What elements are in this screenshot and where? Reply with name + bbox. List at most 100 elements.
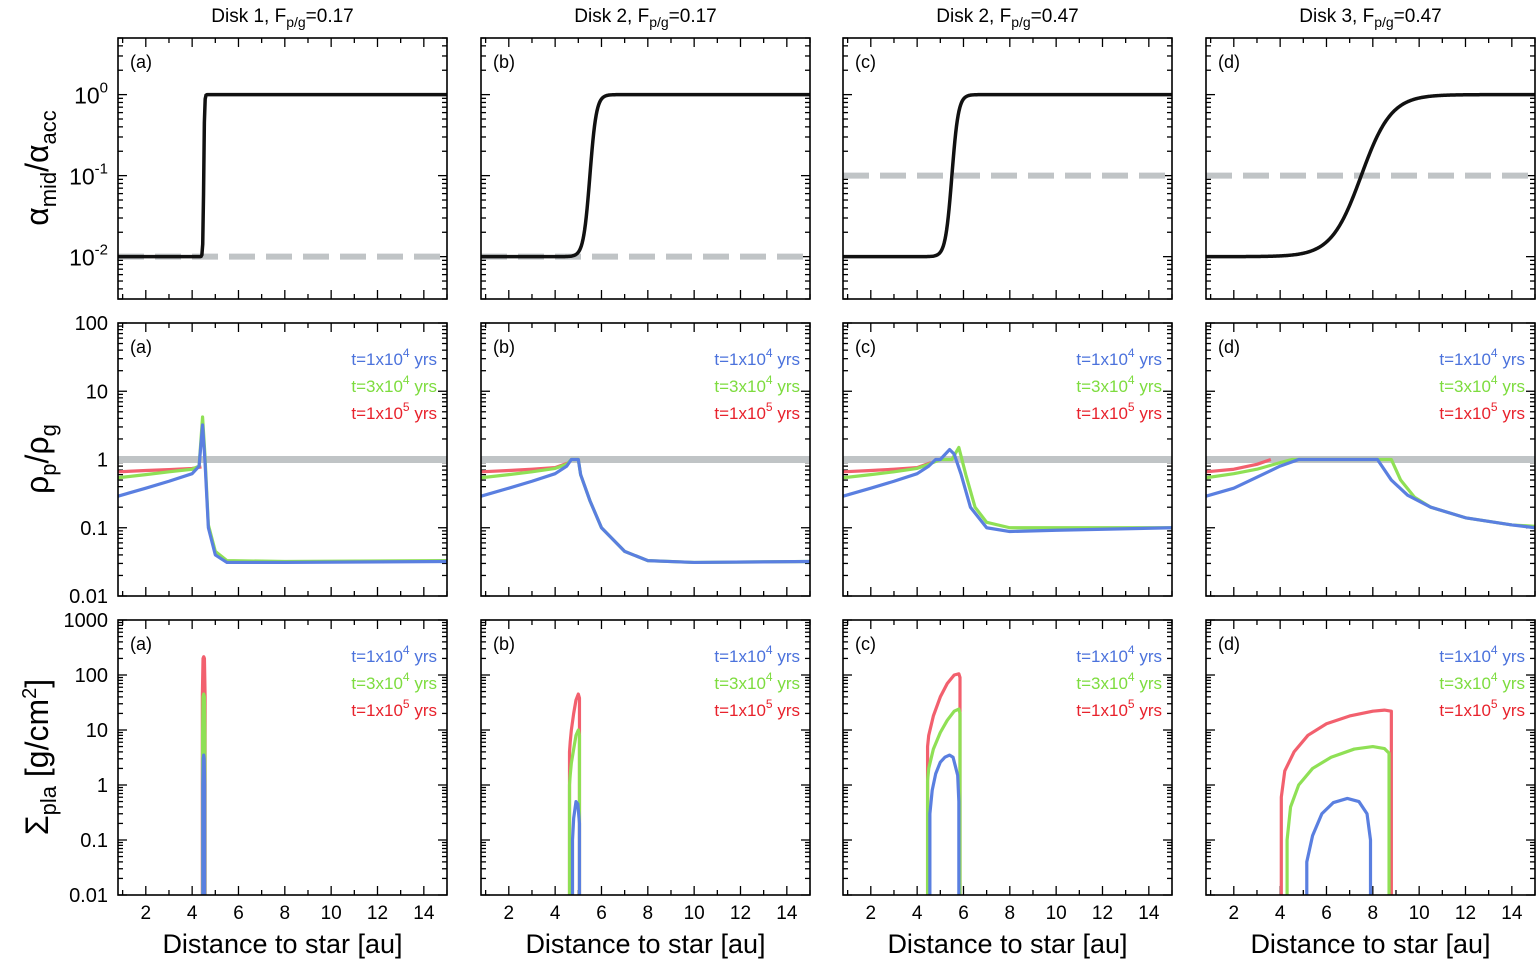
legend-entry: t=3x104 yrs (1076, 670, 1162, 693)
series-t-1x10-4-yrs (201, 753, 207, 895)
x-tick-label: 2 (141, 903, 152, 924)
x-tick-label: 4 (550, 903, 561, 924)
x-tick-label: 14 (1501, 903, 1523, 924)
panel-row3-col2: 2 4 6 8 10 12 14 Distance to star [au] (b) t=1x10… (480, 619, 811, 959)
panel-row3-col4: 2 4 6 8 10 12 14 Distance to star [au] (d) t=1x10… (1205, 619, 1536, 959)
legend-entry: t=1x105 yrs (351, 400, 437, 423)
series-t-3x10-4-yrs (118, 415, 447, 564)
x-tick-label: 12 (730, 903, 751, 924)
x-tick-label: 8 (280, 903, 291, 924)
legend-entry: t=1x105 yrs (714, 400, 800, 423)
x-tick-label: 4 (187, 903, 198, 924)
series-t-1x10-4-yrs (118, 423, 447, 565)
y-tick-label: 0.01 (69, 586, 108, 608)
x-tick-label: 14 (413, 903, 435, 924)
x-tick-label: 6 (1321, 903, 1332, 924)
series-t-3x10-4-yrs (1206, 457, 1535, 528)
column-title: Disk 2, Fp/g=0.17 (574, 6, 717, 30)
x-tick-label: 4 (1275, 903, 1286, 924)
x-tick-label: 8 (1368, 903, 1379, 924)
x-tick-label: 4 (912, 903, 923, 924)
y-tick-label: 10-2 (69, 242, 108, 271)
y-tick-label: 0.1 (80, 830, 108, 852)
legend-entry: t=3x104 yrs (351, 373, 437, 396)
plot-frame (117, 37, 448, 300)
series-t-1x10-5-yrs (567, 692, 582, 895)
panel-letter: (d) (1218, 337, 1240, 357)
legend-entry: t=1x105 yrs (1439, 697, 1525, 720)
x-tick-label: 14 (1138, 903, 1160, 924)
legend-entry: t=1x105 yrs (714, 697, 800, 720)
legend-entry: t=3x104 yrs (1076, 373, 1162, 396)
x-tick-label: 12 (1455, 903, 1476, 924)
row1-ylabel: αmid/αacc (19, 110, 61, 226)
legend-entry: t=3x104 yrs (714, 373, 800, 396)
x-tick-label: 12 (1092, 903, 1113, 924)
x-tick-label: 14 (776, 903, 798, 924)
x-tick-label: 6 (958, 903, 969, 924)
legend-entry: t=1x105 yrs (1076, 697, 1162, 720)
plot-frame (117, 619, 448, 896)
legend-entry: t=1x104 yrs (1439, 346, 1525, 369)
plot-frame (1205, 619, 1536, 896)
x-tick-label: 12 (367, 903, 388, 924)
x-tick-label: 10 (321, 903, 342, 924)
y-tick-label: 10 (86, 381, 108, 403)
legend-entry: t=3x104 yrs (714, 670, 800, 693)
panel-row1-col3: (c) (842, 37, 1173, 300)
y-tick-label: 100 (75, 313, 108, 335)
series-t-1x10-4-yrs (570, 799, 582, 895)
y-tick-label: 10-1 (69, 161, 108, 190)
panel-row2-col2: (b) t=1x104 yrs t=3x104 yrs t=1x105 yrs (480, 322, 811, 597)
panel-letter: (c) (855, 337, 876, 357)
panel-letter: (a) (130, 52, 152, 72)
panel-row2-col3: (c) t=1x104 yrs t=3x104 yrs t=1x105 yrs (842, 322, 1173, 597)
x-axis-label: Distance to star [au] (162, 929, 402, 959)
alpha-ratio-curve (843, 92, 1172, 259)
x-axis-label: Distance to star [au] (887, 929, 1127, 959)
panel-letter: (c) (855, 52, 876, 72)
y-tick-label: 1 (97, 775, 108, 797)
alpha-ratio-curve (1206, 92, 1535, 259)
x-tick-label: 2 (866, 903, 877, 924)
series-t-3x10-4-yrs (1285, 744, 1391, 895)
column-title: Disk 1, Fp/g=0.17 (211, 6, 354, 30)
panel-letter: (d) (1218, 634, 1240, 654)
x-tick-label: 2 (1229, 903, 1240, 924)
legend-entry: t=1x104 yrs (1076, 346, 1162, 369)
x-tick-label: 6 (596, 903, 607, 924)
panels: 100 10-1 10-2 (a) (b) (c) (d) 100 10 1 0.1 0.01 (a) t… (64, 37, 1536, 959)
series-t-3x10-4-yrs (200, 692, 207, 895)
y-tick-label: 0.1 (80, 518, 108, 540)
series-t-1x10-5-yrs (925, 672, 962, 895)
series-t-1x10-4-yrs (481, 457, 810, 565)
series-t-1x10-4-yrs (843, 447, 1172, 534)
x-tick-label: 10 (1409, 903, 1430, 924)
legend-entry: t=1x105 yrs (1076, 400, 1162, 423)
x-tick-label: 8 (1005, 903, 1016, 924)
series-t-1x10-4-yrs (1305, 796, 1373, 895)
panel-letter: (b) (493, 52, 515, 72)
series-t-1x10-4-yrs (1206, 457, 1535, 530)
legend-entry: t=3x104 yrs (1439, 373, 1525, 396)
legend-entry: t=1x104 yrs (1439, 643, 1525, 666)
x-tick-label: 2 (504, 903, 515, 924)
panel-letter: (d) (1218, 52, 1240, 72)
panel-row2-col1: 100 10 1 0.1 0.01 (a) t=1x104 yrs t=3x104 yrs t=… (69, 313, 448, 608)
panel-row1-col1: 100 10-1 10-2 (a) (69, 37, 448, 300)
plot-frame (480, 322, 811, 597)
alpha-ratio-curve (118, 92, 447, 259)
panel-letter: (a) (130, 634, 152, 654)
panel-row1-col2: (b) (480, 37, 811, 300)
panel-row3-col3: 2 4 6 8 10 12 14 Distance to star [au] (c) t=1x10… (842, 619, 1173, 959)
legend-entry: t=1x105 yrs (351, 697, 437, 720)
panel-letter: (a) (130, 337, 152, 357)
plot-frame (1205, 322, 1536, 597)
x-axis-label: Distance to star [au] (525, 929, 765, 959)
legend-entry: t=1x104 yrs (714, 346, 800, 369)
legend-entry: t=1x104 yrs (1076, 643, 1162, 666)
x-tick-label: 10 (1046, 903, 1067, 924)
legend-entry: t=1x105 yrs (1439, 400, 1525, 423)
